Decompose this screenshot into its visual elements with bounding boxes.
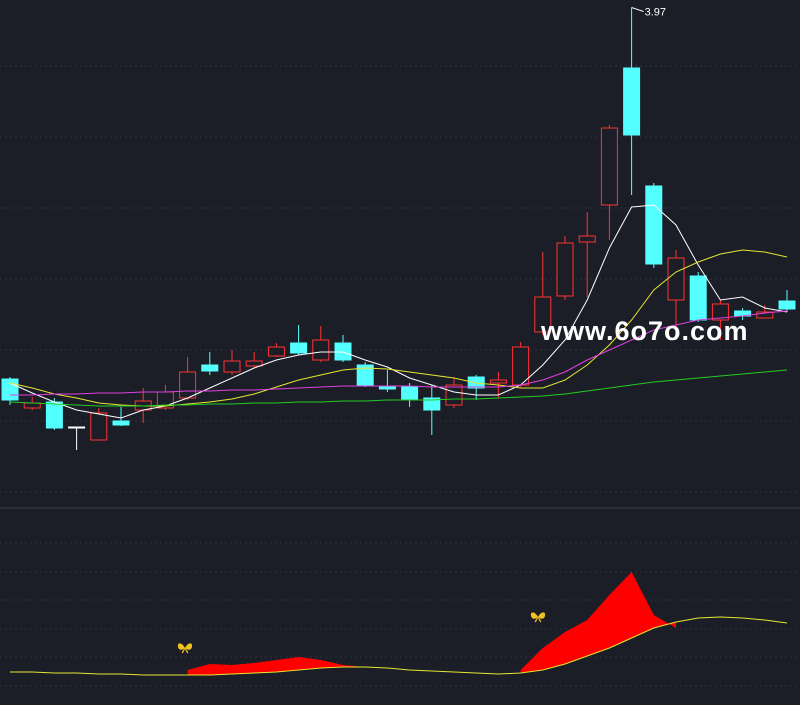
candle-body [423, 397, 441, 411]
candle-body [112, 420, 130, 426]
candle-body [756, 311, 774, 319]
candle-body [179, 371, 197, 399]
candle-body [290, 342, 308, 354]
indicator-area [520, 572, 676, 673]
candle-body [201, 364, 219, 372]
watermark: www.6o7o.com [540, 316, 749, 346]
candle-body [578, 235, 596, 243]
butterfly-icon [530, 612, 546, 623]
high-label: 3.97 [645, 7, 666, 19]
indicator-line [10, 616, 788, 676]
candle-body [623, 67, 641, 136]
moving-average-line [9, 204, 788, 419]
indicator-area [187, 657, 366, 675]
candle-body [401, 386, 419, 401]
candle-body [534, 296, 552, 333]
candle-body [356, 364, 374, 386]
candle-body [45, 401, 63, 429]
candle-body [267, 346, 285, 357]
candle-body [68, 426, 86, 429]
grid [0, 65, 800, 687]
candle-body [600, 127, 618, 206]
candle-body [556, 242, 574, 297]
candle-body [90, 412, 108, 441]
candle-body [245, 360, 263, 367]
moving-average-line [9, 369, 788, 407]
candle-body [1, 378, 19, 401]
candle-body [645, 185, 663, 265]
candle-body [223, 360, 241, 373]
moving-average-line [10, 310, 788, 396]
candle-body [445, 384, 463, 406]
candle-body [312, 339, 330, 361]
butterfly-icon [177, 643, 193, 654]
candle-body [667, 257, 685, 301]
candle-body [711, 303, 729, 321]
candle-body [689, 275, 707, 321]
high-pointer [631, 7, 644, 12]
candle-body [778, 300, 796, 310]
candle-body [489, 379, 507, 384]
